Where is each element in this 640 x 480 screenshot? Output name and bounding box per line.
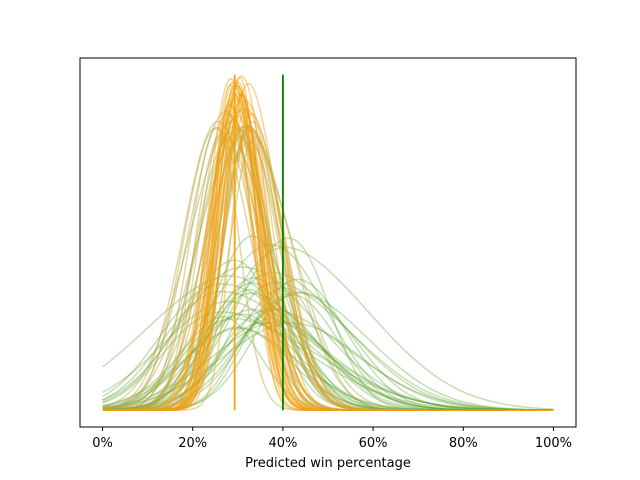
green-curve-7: [102, 277, 554, 411]
x-axis-label: Predicted win percentage: [245, 456, 411, 471]
orange-curve-7: [102, 107, 554, 411]
orange-curve-6: [102, 79, 554, 411]
green-curve-11: [102, 292, 554, 411]
green-curve-14: [102, 246, 554, 411]
green-curve-22: [102, 271, 554, 411]
orange-curve-15: [102, 117, 554, 411]
x-tick-label: 0%: [92, 436, 113, 451]
plot-area: [102, 74, 554, 411]
olive-curve-11: [102, 136, 554, 411]
green-curve-24: [102, 283, 554, 411]
orange-curve-8: [102, 77, 554, 411]
orange-curve-22: [102, 101, 554, 411]
olive-curve-9: [102, 141, 554, 411]
green-curve-32: [102, 326, 554, 411]
olive-curve-10: [102, 120, 554, 411]
green-curve-2: [102, 294, 554, 411]
olive-curve-3: [102, 127, 554, 411]
olive-curve-19: [102, 127, 554, 411]
x-tick-label: 40%: [268, 436, 297, 451]
orange-curve-21: [102, 93, 554, 411]
orange-curve-24: [102, 82, 554, 411]
orange-curve-5: [102, 107, 554, 411]
green-curve-3: [102, 317, 554, 411]
orange-curve-18: [102, 109, 554, 411]
x-tick-label: 20%: [178, 436, 207, 451]
green-curve-9: [102, 235, 554, 411]
green-curve-29: [102, 288, 554, 411]
orange-curve-25: [102, 75, 554, 411]
orange-curve-4: [102, 114, 554, 411]
axes-frame: [79, 57, 577, 428]
orange-curve-14: [102, 81, 554, 411]
green-curve-23: [102, 317, 554, 411]
green-curve-17: [102, 308, 554, 411]
olive-curve-2: [102, 120, 554, 411]
olive-curve-14: [102, 132, 554, 411]
green-curve-27: [102, 259, 554, 411]
green-curve-21: [102, 237, 554, 411]
green-curve-13: [102, 308, 554, 411]
green-curve-6: [102, 311, 554, 411]
green-curve-12: [102, 308, 554, 411]
orange-curve-16: [102, 84, 554, 411]
olive-curve-1: [102, 125, 554, 411]
orange-curve-19: [102, 94, 554, 411]
green-curve-26: [102, 327, 554, 411]
green-curve-4: [102, 282, 554, 411]
olive-curve-7: [102, 121, 554, 411]
green-curve-18: [102, 278, 554, 411]
green-curve-20: [102, 321, 554, 411]
orange-curve-2: [102, 80, 554, 411]
orange-curve-11: [102, 93, 554, 411]
orange-curve-13: [102, 100, 554, 411]
x-tick-label: 60%: [359, 436, 388, 451]
olive-curve-6: [102, 128, 554, 411]
olive-curve-4: [102, 126, 554, 411]
green-curve-31: [102, 266, 554, 411]
olive-curve-22: [102, 124, 554, 411]
x-tick-label: 80%: [449, 436, 478, 451]
green-curve-19: [102, 290, 554, 411]
orange-curve-12: [102, 103, 554, 411]
orange-curve-26: [102, 92, 554, 411]
olive-curve-21: [102, 138, 554, 411]
orange-curve-10: [102, 83, 554, 411]
green-curve-25: [102, 287, 554, 411]
green-curve-10: [102, 243, 554, 411]
green-curve-1: [102, 322, 554, 411]
green-curve-34: [102, 292, 554, 411]
olive-curve-12: [102, 110, 554, 411]
green-curve-16: [102, 313, 554, 411]
x-ticks: 0% 20% 40% 60% 80% 100%: [92, 427, 572, 451]
green-curve-33: [102, 316, 554, 411]
green-curve-5: [102, 300, 554, 411]
olive-curve-15: [102, 114, 554, 411]
orange-curve-1: [102, 87, 554, 411]
orange-curve-9: [102, 95, 554, 411]
olive-curve-8: [102, 126, 554, 411]
green-curve-8: [102, 320, 554, 411]
olive-curve-20: [102, 129, 554, 411]
orange-curve-17: [102, 99, 554, 411]
green-curve-30: [102, 291, 554, 411]
orange-curve-23: [102, 112, 554, 411]
olive-curve-5: [102, 124, 554, 411]
olive-curve-18: [102, 131, 554, 411]
orange-curve-3: [102, 84, 554, 411]
olive-curve-13: [102, 136, 554, 411]
green-curve-15: [102, 281, 554, 411]
olive-curve-17: [102, 126, 554, 411]
olive-curve-16: [102, 112, 554, 411]
green-curve-28: [102, 275, 554, 411]
x-tick-label: 100%: [535, 436, 572, 451]
orange-curve-20: [102, 75, 554, 411]
